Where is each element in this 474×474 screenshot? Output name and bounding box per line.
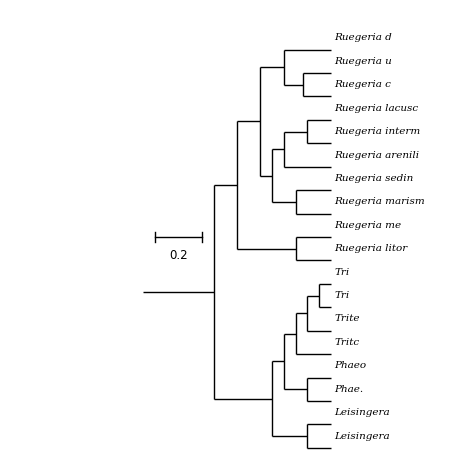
Text: 0.2: 0.2 <box>169 249 188 262</box>
Text: Phae.: Phae. <box>334 385 364 394</box>
Text: Ruegeria me: Ruegeria me <box>334 221 401 230</box>
Text: Ruegeria marism: Ruegeria marism <box>334 197 425 206</box>
Text: Ruegeria arenili: Ruegeria arenili <box>334 151 419 160</box>
Text: Tri: Tri <box>334 291 349 300</box>
Text: Ruegeria d: Ruegeria d <box>334 33 392 42</box>
Text: Ruegeria litor: Ruegeria litor <box>334 244 408 253</box>
Text: Ruegeria c: Ruegeria c <box>334 80 391 89</box>
Text: Ruegeria interm: Ruegeria interm <box>334 127 420 136</box>
Text: Tri: Tri <box>334 268 349 277</box>
Text: Leisingera: Leisingera <box>334 408 390 417</box>
Text: Leisingera: Leisingera <box>334 432 390 441</box>
Text: Ruegeria lacusc: Ruegeria lacusc <box>334 104 419 113</box>
Text: Phaeo: Phaeo <box>334 361 366 370</box>
Text: Trite: Trite <box>334 314 360 323</box>
Text: Ruegeria u: Ruegeria u <box>334 57 392 66</box>
Text: Tritc: Tritc <box>334 338 359 347</box>
Text: Ruegeria sedin: Ruegeria sedin <box>334 174 413 183</box>
